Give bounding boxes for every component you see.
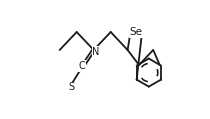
Text: Se: Se bbox=[129, 27, 142, 37]
Text: C: C bbox=[78, 61, 85, 71]
Text: S: S bbox=[69, 82, 75, 92]
Text: N: N bbox=[92, 47, 100, 57]
